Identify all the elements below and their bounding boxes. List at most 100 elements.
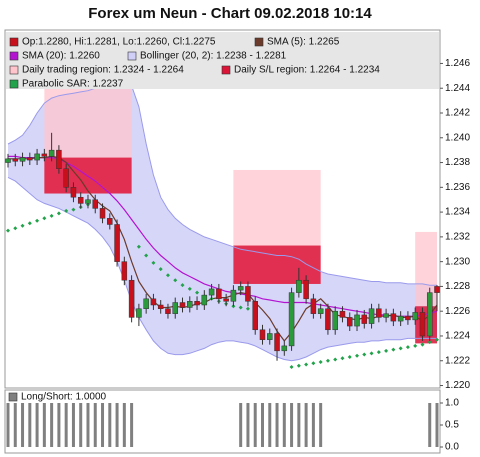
sar-dot xyxy=(420,342,425,347)
candle-body xyxy=(245,286,251,302)
candle-body xyxy=(267,333,273,340)
candle-body xyxy=(19,157,26,162)
panel-title: Long/Short: 1.0000 xyxy=(21,392,107,403)
sar-dot xyxy=(151,260,156,265)
bar xyxy=(260,403,264,447)
sar-dot xyxy=(180,283,185,288)
legend-label: Op:1.2280, Hi:1.2281, Lo:1.2260, Cl:1.22… xyxy=(22,37,216,48)
candle-body xyxy=(172,302,178,314)
bar xyxy=(108,403,112,447)
y-tick-label: 1.238 xyxy=(445,157,470,168)
bar xyxy=(79,403,83,447)
candle-body xyxy=(434,286,440,293)
sar-dot xyxy=(304,362,309,367)
candle-body xyxy=(230,289,237,302)
sar-dot xyxy=(165,273,170,278)
candle-body xyxy=(34,153,40,161)
bar xyxy=(130,403,134,447)
sar-dot xyxy=(369,351,374,356)
sar-dot xyxy=(173,278,178,283)
legend-marker xyxy=(9,79,19,89)
sar-dot xyxy=(187,286,192,291)
bar xyxy=(115,403,119,447)
sar-dot xyxy=(333,357,338,362)
y-tick-label: 1.246 xyxy=(445,58,470,69)
y-tick-label: 0.0 xyxy=(445,442,459,453)
sar-dot xyxy=(144,253,149,258)
y-tick-label: 1.222 xyxy=(445,355,470,366)
candle-body xyxy=(77,196,84,204)
y-tick-label: 1.224 xyxy=(445,331,470,342)
legend-box xyxy=(6,32,439,89)
candle-body xyxy=(281,345,288,352)
sar-dot xyxy=(289,364,294,369)
sar-dot xyxy=(42,216,47,221)
bar xyxy=(71,403,75,447)
bar xyxy=(101,403,105,447)
candle-body xyxy=(325,308,331,331)
candle-body xyxy=(376,308,382,318)
legend-label: Bollinger (20, 2): 1.2238 - 1.2281 xyxy=(140,51,287,62)
sar-dot xyxy=(136,244,141,249)
sar-dot xyxy=(376,350,381,355)
candle-body xyxy=(383,313,389,318)
candle-body xyxy=(114,224,120,262)
legend-marker xyxy=(9,65,19,75)
y-tick-label: 1.236 xyxy=(445,182,470,193)
bar xyxy=(275,403,279,447)
legend-marker xyxy=(8,392,18,402)
candle-body xyxy=(237,286,244,291)
candle-body xyxy=(332,310,338,331)
candle-body xyxy=(41,153,48,157)
candle-body xyxy=(419,312,426,337)
candle-body xyxy=(165,308,171,314)
y-tick-label: 1.226 xyxy=(445,306,470,317)
bar xyxy=(64,403,68,447)
sar-dot xyxy=(71,207,76,212)
y-tick-label: 1.230 xyxy=(445,256,470,267)
y-tick-label: 1.234 xyxy=(445,207,470,218)
candle-body xyxy=(274,333,280,352)
candle-body xyxy=(201,294,208,306)
candle-body xyxy=(157,304,164,309)
sar-dot xyxy=(427,340,432,345)
bar xyxy=(428,403,432,447)
sar-dot xyxy=(245,306,250,311)
bar xyxy=(122,403,126,447)
legend-label: Daily trading region: 1.2324 - 1.2264 xyxy=(22,65,184,76)
sar-dot xyxy=(6,228,10,233)
candle-body xyxy=(143,298,149,309)
legend-label: SMA (20): 1.2260 xyxy=(22,51,100,62)
sar-dot xyxy=(362,352,367,357)
candle-body xyxy=(150,298,157,306)
bar xyxy=(290,403,294,447)
candle-body xyxy=(310,298,317,314)
candle-body xyxy=(288,292,295,347)
candle-body xyxy=(136,308,142,318)
bar xyxy=(282,403,286,447)
y-tick-label: 0.5 xyxy=(445,420,459,431)
candle-body xyxy=(426,292,433,337)
sar-dot xyxy=(325,358,330,363)
bar xyxy=(35,403,39,447)
sar-dot xyxy=(347,355,352,360)
sar-dot xyxy=(158,267,163,272)
bar xyxy=(93,403,97,447)
legend-marker xyxy=(127,51,137,61)
bar xyxy=(319,403,323,447)
candle-body xyxy=(223,298,229,302)
bar xyxy=(86,403,90,447)
sar-dot xyxy=(35,218,40,223)
candle-body xyxy=(5,158,11,163)
legend-marker xyxy=(221,65,231,75)
sar-dot xyxy=(64,208,69,213)
bar xyxy=(50,403,54,447)
bollinger-lower xyxy=(7,176,437,362)
bar xyxy=(6,403,10,447)
y-tick-label: 1.0 xyxy=(445,398,459,409)
candle-body xyxy=(339,310,346,318)
bar xyxy=(304,403,308,447)
sar-dot xyxy=(318,359,323,364)
y-tick-label: 1.242 xyxy=(445,108,470,119)
panel-area xyxy=(4,389,441,454)
